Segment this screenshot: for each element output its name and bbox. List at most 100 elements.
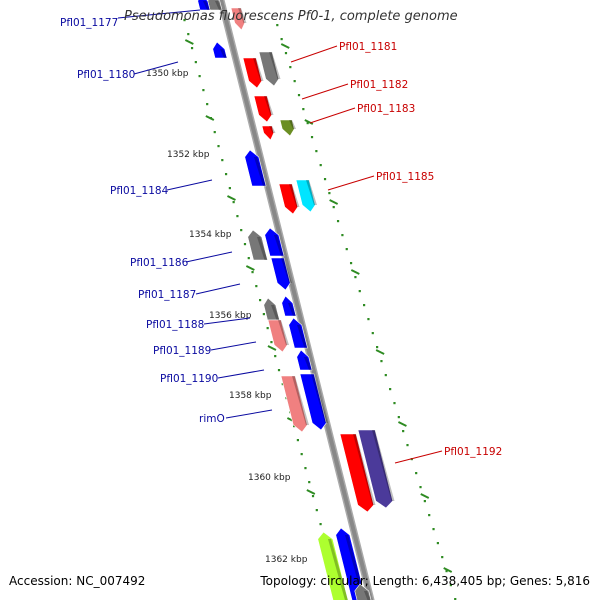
major-tick — [443, 567, 453, 573]
cds-feature[interactable] — [281, 295, 297, 317]
cds-feature[interactable] — [288, 317, 308, 349]
cds-feature[interactable] — [207, 0, 223, 11]
cds-feature-shade — [271, 305, 280, 320]
cds-feature[interactable] — [212, 41, 228, 59]
gene-label-right[interactable]: Pfl01_1185 — [376, 171, 434, 183]
gene-label-left[interactable]: Pfl01_1180 — [77, 69, 135, 81]
scale-dot — [308, 481, 311, 484]
scale-dot — [293, 80, 296, 83]
gene-label-right[interactable]: Pfl01_1182 — [350, 79, 408, 91]
cds-feature[interactable] — [339, 433, 375, 513]
cds-feature[interactable] — [317, 531, 349, 600]
scale-dot — [315, 509, 318, 512]
scale-dot — [371, 332, 374, 335]
cds-feature[interactable] — [261, 125, 275, 141]
cds-feature[interactable] — [270, 257, 291, 291]
gene-label-left[interactable]: Pfl01_1189 — [153, 345, 211, 357]
scale-dot — [428, 514, 431, 517]
cds-feature-shade — [292, 376, 309, 425]
cds-feature-shade — [269, 52, 281, 79]
major-tick — [350, 269, 360, 275]
cds-feature[interactable] — [299, 373, 327, 431]
scale-dot — [284, 52, 288, 55]
cds-feature-shade — [297, 325, 308, 348]
scale-dot — [363, 304, 366, 307]
cds-feature-shade — [203, 1, 210, 10]
scale-dot — [367, 318, 370, 321]
cds-feature[interactable] — [242, 57, 263, 89]
gene-label-left[interactable]: Pfl01_1186 — [130, 257, 189, 269]
gene-label-connector — [195, 283, 241, 295]
major-tick — [397, 421, 407, 427]
gene-label-connector — [290, 45, 338, 63]
scale-dot — [393, 402, 396, 405]
gene-label-left[interactable]: rimO — [199, 413, 225, 425]
gene-label-connector — [210, 341, 257, 351]
gene-label-right[interactable]: Pfl01_1183 — [357, 103, 415, 115]
genome-summary-text: Topology: circular; Length: 6,438,405 bp… — [260, 574, 590, 588]
scale-dot — [332, 206, 335, 209]
gene-label-right[interactable]: Pfl01_1192 — [444, 446, 502, 458]
gene-label-left[interactable]: Pfl01_1187 — [138, 289, 196, 301]
cds-feature-shade — [304, 357, 312, 370]
scale-dot — [315, 150, 318, 153]
gene-label-left[interactable]: Pfl01_1190 — [160, 373, 218, 385]
cds-feature-shade — [328, 539, 348, 600]
cds-feature[interactable] — [354, 583, 372, 600]
cds-feature[interactable] — [267, 319, 288, 353]
gene-label-left[interactable]: Pfl01_1184 — [110, 185, 169, 197]
gene-label-left[interactable]: Pfl01_1177 — [60, 17, 118, 29]
gene-label-connector — [217, 369, 265, 379]
scale-dot — [406, 444, 409, 447]
gene-label-connector — [394, 450, 443, 464]
cds-feature-shade — [264, 96, 274, 115]
cds-feature-shade — [215, 1, 222, 10]
cds-feature[interactable] — [247, 229, 268, 261]
scale-dot — [441, 556, 444, 559]
scale-dot — [376, 346, 379, 349]
scale-dot — [297, 94, 301, 97]
scale-dot — [240, 229, 243, 232]
scale-dot — [300, 453, 303, 456]
scale-dot — [319, 164, 322, 167]
major-tick — [420, 493, 430, 499]
cds-feature[interactable] — [230, 7, 246, 31]
cds-feature-shade — [288, 303, 296, 316]
scale-dot — [306, 122, 309, 125]
cds-feature[interactable] — [258, 51, 280, 87]
cds-feature[interactable] — [295, 179, 316, 213]
cds-feature[interactable] — [197, 0, 211, 11]
scale-dot — [262, 313, 265, 316]
scale-dot — [419, 486, 422, 489]
cds-feature[interactable] — [278, 183, 299, 215]
cds-feature[interactable] — [253, 95, 273, 123]
cds-feature-shade — [254, 157, 266, 186]
scale-dot — [276, 24, 279, 27]
scale-dot — [296, 439, 299, 442]
cds-feature[interactable] — [357, 429, 394, 509]
gene-label-left[interactable]: Pfl01_1188 — [146, 319, 204, 331]
major-tick — [306, 489, 316, 495]
cds-feature-shade — [278, 320, 289, 345]
cds-feature-shade — [306, 180, 317, 205]
cds-feature[interactable] — [279, 119, 295, 137]
gene-label-right[interactable]: Pfl01_1181 — [339, 41, 397, 53]
gene-label-connector — [133, 61, 179, 75]
scale-dot — [415, 472, 418, 475]
scale-dot — [232, 201, 235, 204]
cds-feature-shade — [372, 430, 395, 501]
cds-feature-shade — [364, 591, 371, 600]
cds-feature[interactable] — [244, 149, 267, 187]
scale-dot — [311, 495, 315, 498]
scale-label-kbp: 1356 kbp — [209, 311, 252, 321]
scale-dot — [194, 61, 197, 64]
scale-dot — [432, 528, 435, 531]
cds-feature[interactable] — [280, 375, 308, 433]
cds-feature[interactable] — [296, 349, 313, 371]
major-tick — [329, 199, 339, 205]
scale-dot — [274, 355, 277, 358]
cds-feature-shade — [253, 58, 264, 81]
cds-feature[interactable] — [335, 527, 367, 600]
cds-feature[interactable] — [264, 227, 285, 257]
cds-feature-shade — [220, 49, 227, 58]
